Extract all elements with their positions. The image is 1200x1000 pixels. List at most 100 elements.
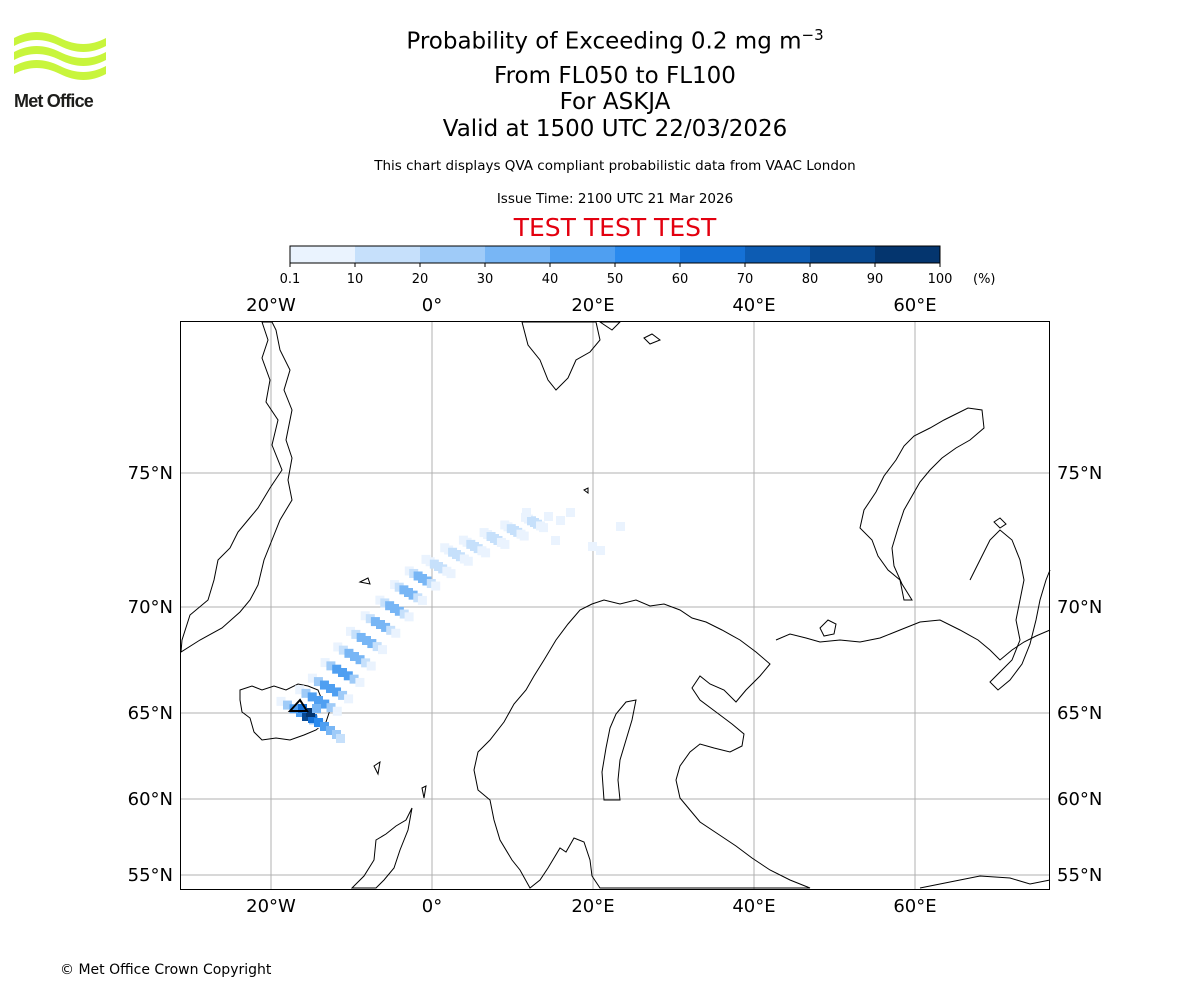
plume-cell [276,696,286,706]
ash-plume [276,508,625,743]
plume-cell [307,692,317,702]
lon-label: 20°E [571,295,614,316]
lat-label: 70°N [128,597,173,618]
plume-cell [417,595,427,605]
coast-shetland [421,785,427,799]
plume-cell [381,622,391,632]
plume-cell [366,661,376,671]
plume-cell [500,539,510,549]
plume-cell [314,696,323,705]
colorbar-tick-label: 100 [928,272,953,287]
plume-cell [346,626,355,636]
valid-time: Valid at 1500 UTC 22/03/2026 [442,116,788,142]
colorbar-unit: (%) [973,272,996,287]
plume-cell [446,569,456,579]
colorbar-tick-label: 40 [542,272,559,287]
chart-title: Probability of Exceeding 0.2 mg m−3 [0,26,1200,55]
colorbar-ticks: 0.1 10 20 30 40 50 60 70 80 90 100 [280,263,953,287]
plume-cell [413,593,423,603]
plume-cell [289,704,299,714]
plume-cell [556,516,565,525]
plume-cell [356,632,366,642]
colorbar-tick-label: 50 [607,272,624,287]
plume-cell [463,556,473,566]
colorbar-cell [485,246,551,263]
plume-cell [320,658,330,668]
plume-cell [378,645,387,655]
lon-label: 40°E [732,896,775,917]
plume-cell [349,674,359,684]
plume-cell [355,655,365,665]
plume-cell [386,625,396,635]
plume-cell [320,722,329,731]
plume-cell [566,508,575,517]
plume-cell [365,614,375,624]
plume-cell [301,688,311,698]
plume-cell [343,671,353,681]
coast-novaya-zemlya [859,407,985,601]
colorbar-cells [290,246,941,263]
coast-scotland [350,807,413,889]
lat-label: 55°N [1057,865,1102,886]
plume-cell [481,548,491,558]
plume-cell [320,699,330,709]
plume-cell [372,642,382,652]
plume-cell [344,694,354,704]
colorbar-tick-label: 70 [737,272,754,287]
plume-cell [370,617,380,627]
plume-cell [394,606,404,616]
plume-cell [362,636,371,645]
colorbar-tick-label: 10 [347,272,364,287]
plume-cell [404,612,414,622]
colorbar-cell [680,246,746,263]
askja-source-marker [287,698,309,712]
plume-cell [360,611,370,621]
plume-cell [394,582,404,592]
colorbar-cell [615,246,681,263]
colorbar-tick-label: 90 [867,272,884,287]
plume-cell [338,690,348,700]
plume-cell [616,522,625,531]
lat-label: 60°N [128,789,173,810]
plume-cell [308,714,317,723]
lon-label: 20°W [246,295,296,316]
lon-label: 20°E [571,896,614,917]
plume-cell [336,734,345,743]
map-frame [180,321,1050,890]
plume-cell [350,652,359,661]
plume-cell [326,684,335,693]
test-banner: TEST TEST TEST [513,213,717,242]
coastlines [180,321,1051,889]
colorbar-cell [290,246,356,263]
plume-cell [344,648,354,658]
plume-cell [390,580,400,590]
plume-cell [332,664,342,674]
plume-cell [399,585,409,595]
plume-cell [588,542,597,551]
coast-jan-mayen [358,577,371,585]
plume-cell [385,601,395,611]
coast-greenland [180,321,293,653]
plume-cell [307,673,317,683]
plume-cell [319,680,329,690]
coast-scandinavia [473,599,811,889]
plume-cell [380,598,390,608]
lon-label: 0° [422,295,442,316]
lon-label: 0° [422,896,442,917]
plume-cell [326,661,336,671]
coast-nordaust [643,333,662,345]
colorbar-cell [810,246,876,263]
plume-cell [338,668,347,677]
plume-cell [295,685,305,695]
plume-cell [332,706,342,716]
colorbar-tick-label: 60 [672,272,689,287]
colorbar-cell [550,246,616,263]
coast-faroes [373,760,381,776]
plume-cell [298,704,307,713]
lon-label: 60°E [893,896,936,917]
plume-cell [408,590,418,600]
plume-cell [404,588,413,597]
volcano-name: For ASKJA [559,89,671,115]
lat-label: 75°N [128,463,173,484]
plume-cell [332,687,342,697]
